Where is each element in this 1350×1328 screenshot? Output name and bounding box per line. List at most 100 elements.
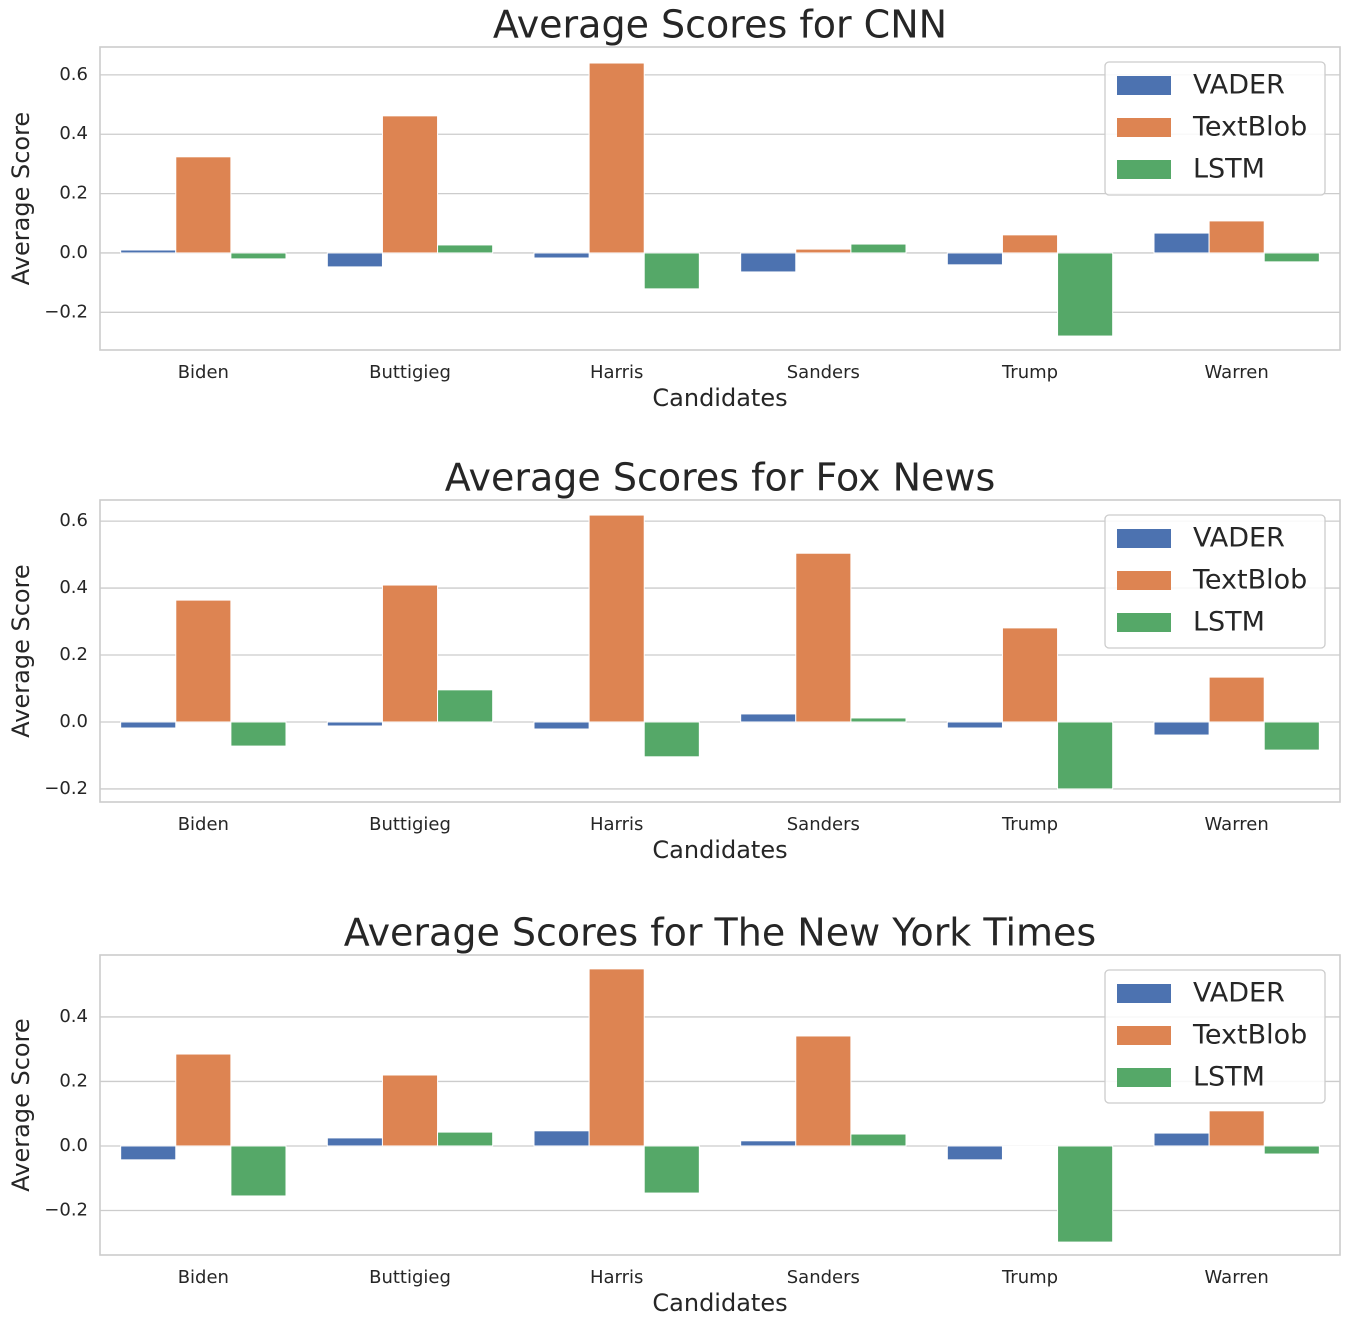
x-axis-label: Candidates	[652, 1289, 787, 1317]
y-tick-label: −0.2	[44, 1199, 88, 1220]
bar	[533, 252, 590, 259]
bar	[1263, 252, 1320, 263]
bar	[175, 1053, 232, 1147]
y-tick-label: 0.0	[59, 1135, 88, 1156]
bar	[437, 689, 494, 723]
bar	[1153, 232, 1210, 254]
x-tick-label: Trump	[1001, 1267, 1058, 1288]
chart-title: Average Scores for The New York Times	[344, 911, 1096, 955]
x-tick-label: Sanders	[787, 1267, 860, 1288]
bar	[946, 721, 1003, 729]
legend-swatch	[1117, 1026, 1171, 1045]
bar	[1001, 1145, 1059, 1148]
chart-panel: Average Scores for Fox News −0.2 0.0 0.2 0.4…	[7, 456, 1341, 864]
y-tick-label: −0.2	[44, 301, 88, 322]
x-tick-label: Harris	[590, 814, 643, 835]
bar	[1208, 676, 1265, 723]
bar	[588, 62, 645, 254]
legend-swatch	[1117, 118, 1171, 137]
bar	[1001, 234, 1059, 254]
bar	[381, 115, 439, 254]
bar	[326, 721, 383, 727]
bar	[326, 1137, 383, 1147]
bar	[230, 1145, 287, 1197]
x-tick-label: Warren	[1205, 1267, 1269, 1288]
bar	[740, 1140, 797, 1147]
legend-label: TextBlob	[1192, 112, 1307, 143]
legend-label: LSTM	[1193, 1062, 1265, 1093]
x-tick-label: Sanders	[787, 362, 860, 383]
x-tick-label: Buttigieg	[369, 1267, 451, 1288]
chart-title: Average Scores for CNN	[493, 3, 947, 47]
bar	[326, 252, 383, 268]
bar	[1057, 252, 1114, 337]
bar	[533, 721, 590, 730]
legend-label: LSTM	[1193, 607, 1265, 638]
chart-panel: Average Scores for CNN −0.2 0.0 0.2 0.4 0.6 Bi…	[7, 3, 1341, 412]
legend-label: TextBlob	[1192, 1020, 1307, 1051]
x-tick-label: Buttigieg	[369, 362, 451, 383]
x-tick-label: Sanders	[787, 814, 860, 835]
bar	[1263, 1145, 1320, 1155]
plot-frame	[99, 46, 1341, 351]
x-tick-label: Buttigieg	[369, 814, 451, 835]
bar	[588, 968, 645, 1147]
bar	[120, 249, 177, 254]
bar	[437, 1131, 494, 1147]
legend-swatch	[1117, 984, 1171, 1003]
legend-label: VADER	[1193, 523, 1285, 554]
legend-swatch	[1117, 1068, 1171, 1087]
bar	[1208, 1110, 1265, 1147]
bar	[175, 156, 232, 254]
x-tick-label: Biden	[178, 814, 229, 835]
x-tick-label: Warren	[1205, 362, 1269, 383]
bar	[1208, 220, 1265, 254]
plot-frame	[99, 499, 1341, 803]
legend-label: LSTM	[1193, 154, 1265, 185]
bar	[1057, 1145, 1114, 1243]
bar	[946, 252, 1003, 266]
bar	[795, 1035, 852, 1147]
bar	[381, 584, 439, 723]
bar	[795, 552, 852, 723]
x-axis-label: Candidates	[652, 836, 787, 864]
y-axis-label: Average Score	[7, 1018, 35, 1191]
y-tick-label: 0.4	[59, 577, 88, 598]
y-tick-label: 0.2	[59, 183, 88, 204]
y-tick-label: 0.6	[59, 510, 88, 531]
bar	[643, 252, 700, 290]
legend-label: VADER	[1193, 978, 1285, 1009]
bar	[1153, 1132, 1210, 1147]
bar	[850, 243, 907, 254]
x-tick-label: Biden	[178, 1267, 229, 1288]
y-tick-label: 0.0	[59, 711, 88, 732]
x-tick-label: Harris	[590, 1267, 643, 1288]
y-tick-label: 0.2	[59, 1070, 88, 1091]
bar	[120, 721, 177, 729]
x-tick-label: Trump	[1001, 814, 1058, 835]
bar	[850, 717, 907, 723]
y-tick-label: −0.2	[44, 778, 88, 799]
chart-title: Average Scores for Fox News	[445, 456, 996, 500]
chart-panel: Average Scores for The New York Times −0.…	[7, 911, 1341, 1317]
y-axis-label: Average Score	[7, 112, 35, 285]
bar	[1153, 721, 1210, 736]
bar	[850, 1133, 907, 1147]
bar	[230, 721, 287, 747]
bar	[643, 721, 700, 758]
legend-swatch	[1117, 76, 1171, 95]
bar	[740, 713, 797, 723]
legend-label: VADER	[1193, 70, 1285, 101]
bar	[588, 514, 645, 723]
y-tick-label: 0.2	[59, 644, 88, 665]
y-tick-label: 0.4	[59, 123, 88, 144]
bar	[1001, 627, 1059, 723]
x-axis-label: Candidates	[652, 384, 787, 412]
bar	[1057, 721, 1114, 790]
bar	[175, 599, 232, 723]
legend-swatch	[1117, 613, 1171, 632]
y-tick-label: 0.6	[59, 64, 88, 85]
y-axis-label: Average Score	[7, 564, 35, 737]
bar	[533, 1130, 590, 1147]
